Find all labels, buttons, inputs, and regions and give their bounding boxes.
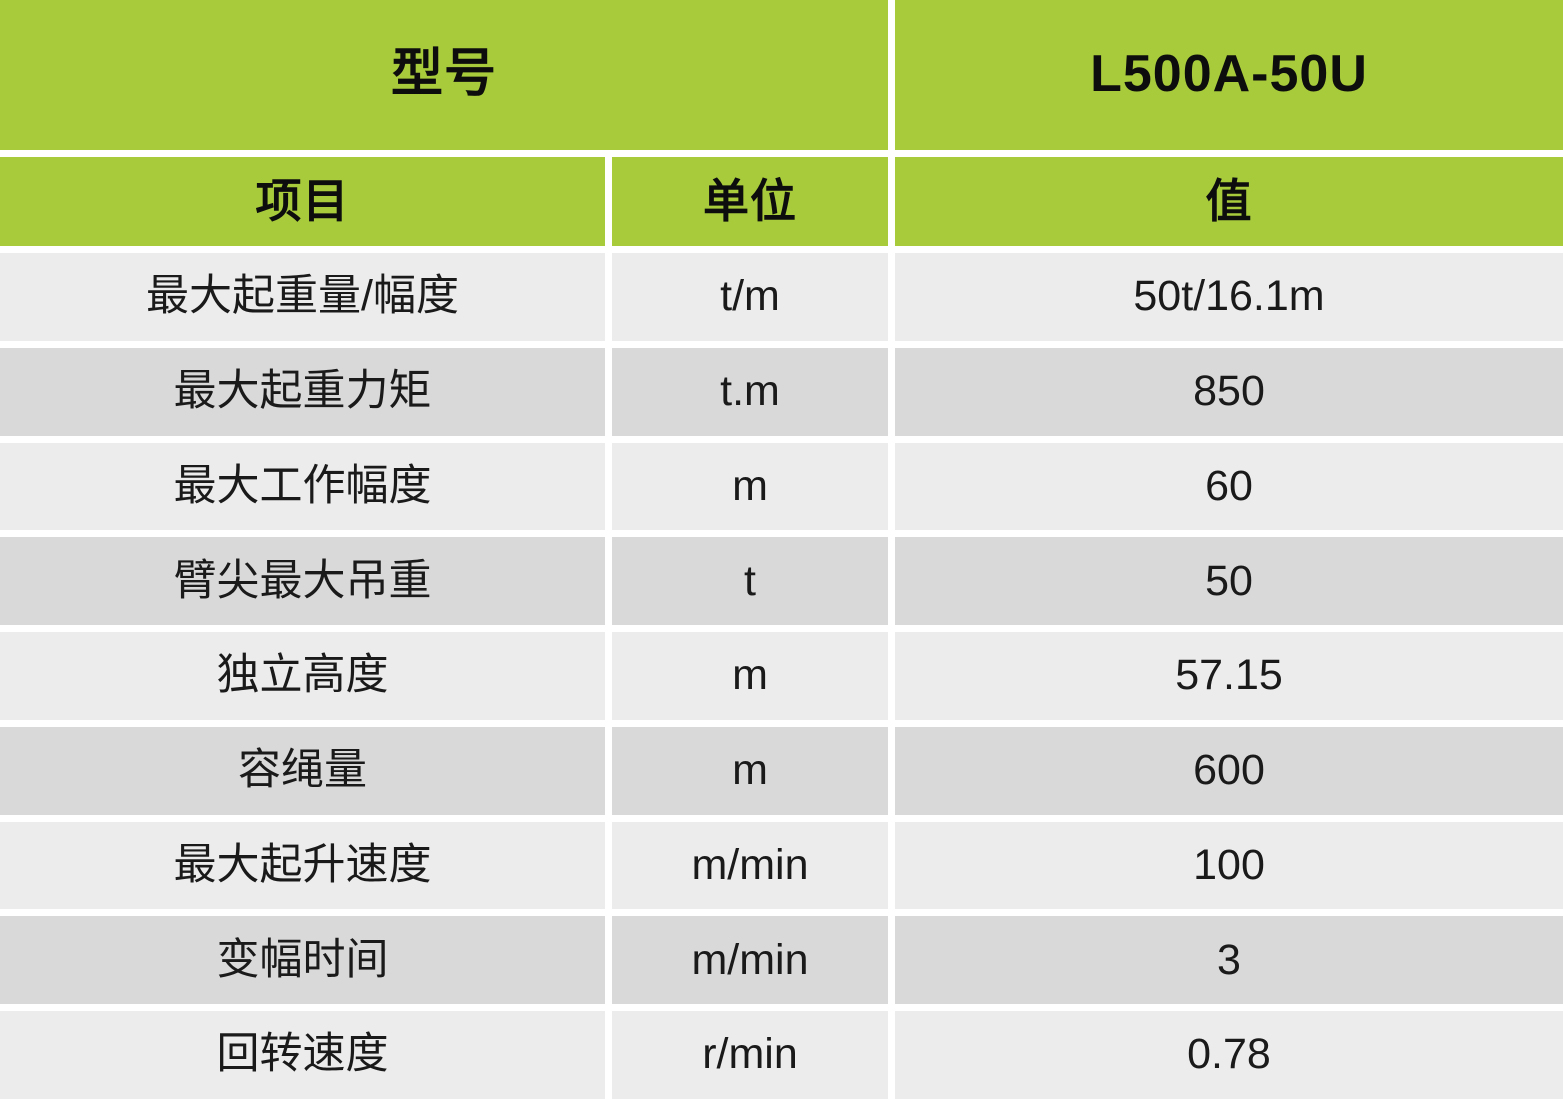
spec-unit-cell: m <box>612 442 888 531</box>
column-header-item-label: 项目 <box>255 175 350 228</box>
spec-unit-label: m <box>732 746 768 795</box>
spec-unit-cell: m <box>612 632 888 720</box>
spec-unit-label: t.m <box>720 367 780 415</box>
spec-value-cell: 50 <box>895 537 1563 626</box>
spec-unit-label: r/min <box>702 1030 798 1079</box>
spec-item-label: 最大起重力矩 <box>173 367 432 415</box>
spec-value-label: 60 <box>1205 461 1253 510</box>
spec-unit-label: m <box>732 461 768 510</box>
spec-item-cell: 最大起重量/幅度 <box>0 253 605 341</box>
spec-unit-cell: r/min <box>612 1011 888 1099</box>
spec-unit-label: m/min <box>691 935 809 984</box>
spec-unit-label: m/min <box>691 840 809 889</box>
model-header-label: 型号 <box>390 45 497 104</box>
spec-item-label: 独立高度 <box>216 651 389 700</box>
spec-item-cell: 独立高度 <box>0 632 605 720</box>
spec-value-label: 850 <box>1193 367 1265 415</box>
spec-value-cell: 57.15 <box>895 632 1563 720</box>
spec-item-cell: 回转速度 <box>0 1011 605 1099</box>
spec-value-label: 3 <box>1217 935 1241 984</box>
spec-unit-cell: t <box>612 537 888 626</box>
spec-unit-cell: t/m <box>612 253 888 341</box>
spec-value-label: 0.78 <box>1187 1030 1271 1079</box>
spec-item-label: 回转速度 <box>216 1030 389 1079</box>
spec-unit-label: m <box>732 651 768 700</box>
spec-item-label: 最大起重量/幅度 <box>146 272 459 321</box>
model-header-cell: 型号 <box>0 0 888 150</box>
column-header-value-label: 值 <box>1205 175 1253 228</box>
model-value-cell: L500A-50U <box>895 0 1563 150</box>
column-header-unit: 单位 <box>612 157 888 246</box>
spec-value-cell: 850 <box>895 347 1563 436</box>
spec-value-cell: 60 <box>895 442 1563 531</box>
spec-unit-cell: m <box>612 726 888 815</box>
spec-item-label: 臂尖最大吊重 <box>173 556 432 605</box>
spec-item-label: 最大起升速度 <box>173 840 432 889</box>
model-value-label: L500A-50U <box>1090 45 1368 104</box>
spec-unit-label: t/m <box>720 272 780 321</box>
spec-item-cell: 最大起重力矩 <box>0 347 605 436</box>
spec-value-label: 50 <box>1205 556 1253 605</box>
spec-unit-cell: m/min <box>612 821 888 910</box>
spec-item-cell: 臂尖最大吊重 <box>0 537 605 626</box>
spec-unit-label: t <box>744 556 756 605</box>
spec-item-label: 变幅时间 <box>216 935 389 984</box>
spec-value-cell: 50t/16.1m <box>895 253 1563 341</box>
spec-value-cell: 0.78 <box>895 1011 1563 1099</box>
spec-value-cell: 100 <box>895 821 1563 910</box>
spec-unit-cell: t.m <box>612 347 888 436</box>
column-header-item: 项目 <box>0 157 605 246</box>
spec-item-label: 最大工作幅度 <box>173 461 432 510</box>
spec-value-cell: 600 <box>895 726 1563 815</box>
spec-value-label: 57.15 <box>1175 651 1283 700</box>
spec-value-cell: 3 <box>895 916 1563 1005</box>
column-header-value: 值 <box>895 157 1563 246</box>
spec-item-cell: 最大起升速度 <box>0 821 605 910</box>
spec-item-cell: 容绳量 <box>0 726 605 815</box>
column-header-unit-label: 单位 <box>703 175 797 228</box>
spec-unit-cell: m/min <box>612 916 888 1005</box>
spec-item-cell: 最大工作幅度 <box>0 442 605 531</box>
spec-value-label: 50t/16.1m <box>1133 272 1325 321</box>
spec-item-label: 容绳量 <box>238 746 367 795</box>
spec-value-label: 100 <box>1193 840 1265 889</box>
spec-item-cell: 变幅时间 <box>0 916 605 1005</box>
spec-value-label: 600 <box>1193 746 1265 795</box>
